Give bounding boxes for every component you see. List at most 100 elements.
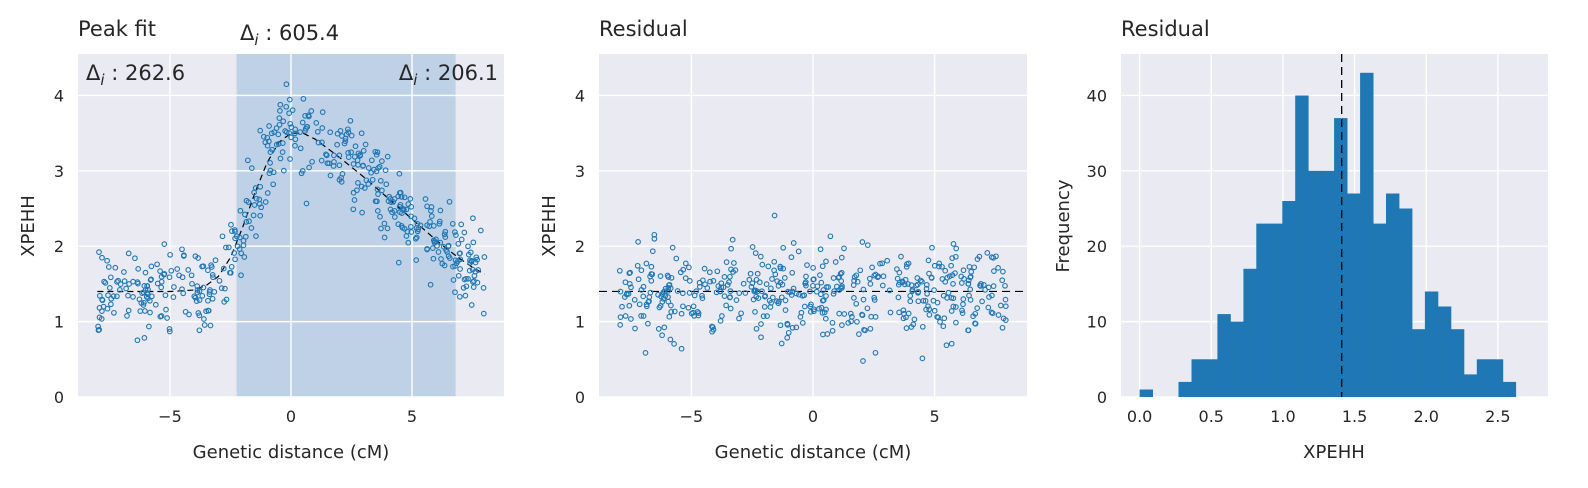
data-point [758,334,764,341]
data-point [974,305,981,311]
data-point [665,285,672,291]
data-point [626,281,633,287]
data-point [952,253,959,260]
data-point [713,289,720,296]
data-point [313,120,320,126]
data-point [717,288,724,295]
data-point [280,167,287,174]
data-point [668,302,674,309]
data-point [900,315,907,322]
data-point [408,203,415,210]
y-axis-label: XPEHH [18,195,39,257]
data-point [342,138,349,144]
data-point [207,322,214,329]
data-point [869,264,875,271]
data-point [831,288,838,294]
data-point [186,311,192,318]
data-point [838,278,845,284]
data-point [959,307,965,314]
data-point [470,239,477,246]
data-point [442,228,449,235]
data-point [372,148,379,155]
data-point [966,292,972,299]
residual-histogram-panel: 0.0 0.5 1.0 1.5 2.0 2.5 0 10 20 30 40 Residual XP… [1053,17,1548,463]
data-point [784,334,791,341]
data-point [719,313,725,319]
data-point [99,254,105,261]
data-point [288,124,295,131]
data-point [958,273,965,280]
data-point [331,159,337,165]
data-point [323,152,330,159]
data-point [404,228,411,235]
data-point [189,280,195,287]
data-point [694,308,701,315]
data-point [729,236,736,243]
data-point [232,228,238,235]
data-point [785,329,792,336]
data-point [243,219,250,225]
data-point [209,295,216,302]
data-point [986,294,992,300]
data-point [350,161,357,167]
data-point [864,305,871,312]
data-point [369,176,376,183]
data-point [851,277,857,284]
data-point [765,263,772,270]
histogram-bar [1282,201,1296,397]
data-point [726,294,733,301]
data-point [258,204,265,211]
data-point [473,254,480,261]
data-point [105,292,111,299]
data-point [898,253,904,260]
data-point [914,281,921,288]
data-point [439,260,446,267]
data-point [931,287,937,293]
data-point [477,227,484,234]
data-point [651,231,658,238]
data-point [104,257,110,264]
data-point [412,235,419,242]
data-point [111,309,117,316]
data-point [948,294,955,301]
data-point [171,284,177,290]
data-point [814,283,821,290]
data-point [931,307,938,314]
data-point [396,190,403,196]
data-point [772,271,779,278]
data-point [945,289,952,296]
data-point [958,280,965,286]
data-point [158,284,165,291]
data-point [900,307,907,314]
data-point [466,267,473,274]
data-point [205,267,211,274]
data-point [287,120,294,127]
data-point [953,245,960,252]
data-point [623,291,630,298]
data-point [925,257,932,264]
x-tick-label: 0.5 [1199,407,1224,426]
data-point [101,278,107,285]
data-point [749,244,756,250]
data-point [398,223,405,229]
data-point [306,113,312,120]
data-point [777,265,784,272]
data-point [761,304,768,310]
histogram-bar [1295,95,1309,397]
data-point [819,297,826,304]
data-point [264,190,271,196]
data-point [347,117,354,124]
data-point [121,269,127,275]
data-point [696,283,703,290]
data-point [769,276,775,282]
data-point [282,128,288,134]
data-point [334,141,340,148]
data-point [880,273,887,280]
data-point [758,321,764,327]
data-point [417,222,424,229]
data-point [782,297,789,304]
histogram-bar [1217,314,1231,397]
data-point [360,147,367,154]
data-point [923,306,929,313]
data-point [377,177,384,184]
